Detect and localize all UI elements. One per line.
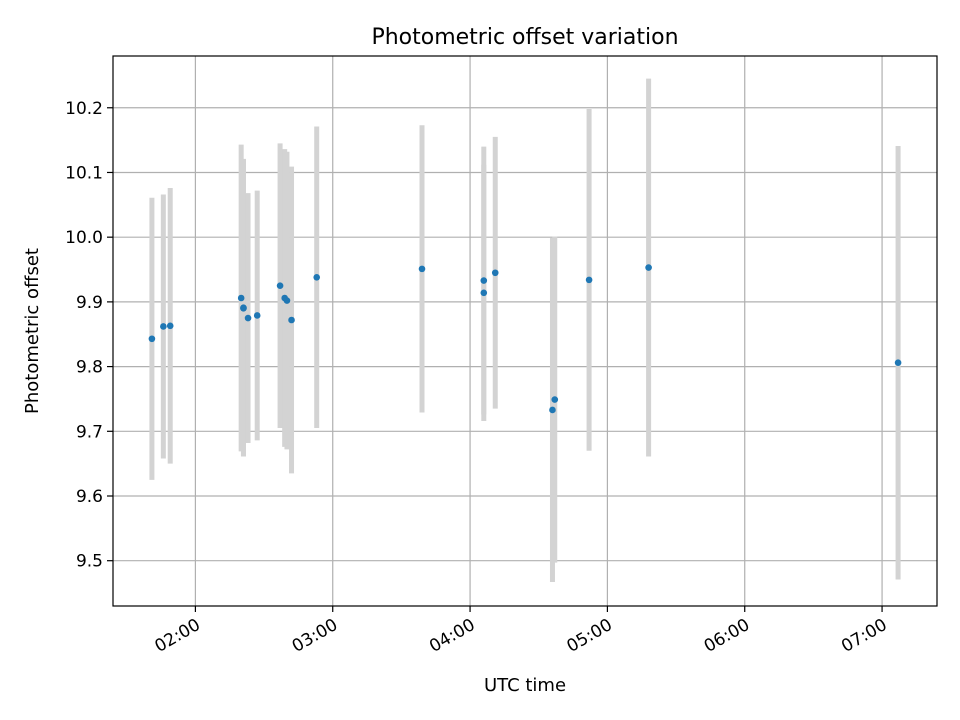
data-point [288,316,295,324]
data-point [585,276,593,284]
y-tick-label: 9.9 [76,293,103,313]
data-point [244,314,252,322]
data-point [549,406,556,414]
y-tick-label: 9.8 [76,358,103,378]
data-point [283,297,291,304]
y-tick-label: 9.7 [76,422,103,442]
chart-title: Photometric offset variation [371,25,678,50]
data-point [645,264,652,271]
data-point [894,359,902,367]
y-axis-ticks: 9.5 9.6 9.7 9.8 9.9 10.0 10.1 10.2 [65,99,113,572]
y-tick-label: 9.6 [76,487,103,507]
data-point [160,323,167,330]
data-point [480,277,488,284]
plot-frame [112,55,938,607]
y-tick-label: 9.5 [76,552,103,572]
data-point [166,322,174,330]
data-point [240,305,247,312]
data-point [480,289,488,297]
data-point [276,282,284,290]
x-axis-label: UTC time [484,675,566,696]
data-point [148,335,156,343]
y-tick-label: 10.2 [65,99,103,119]
data-point [253,312,261,319]
y-tick-label: 10.1 [65,163,103,183]
data-point [313,273,321,281]
data-point [551,396,559,403]
data-point [418,265,426,273]
y-axis-label: Photometric offset [22,248,43,414]
y-tick-label: 10.0 [65,228,103,248]
data-point [491,269,499,277]
data-points [148,264,902,414]
data-point [237,294,245,302]
